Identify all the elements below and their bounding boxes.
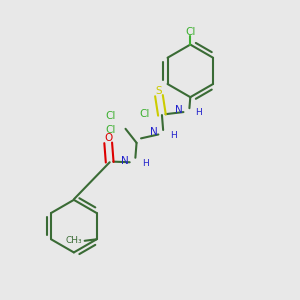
Text: O: O — [104, 133, 112, 143]
Text: H: H — [170, 131, 177, 140]
Text: Cl: Cl — [185, 27, 196, 37]
Text: Cl: Cl — [140, 110, 150, 119]
Text: N: N — [121, 156, 129, 166]
Text: H: H — [195, 109, 202, 118]
Text: CH₃: CH₃ — [65, 236, 82, 245]
Text: Cl: Cl — [105, 125, 116, 135]
Text: Cl: Cl — [105, 111, 116, 121]
Text: H: H — [142, 159, 148, 168]
Text: S: S — [156, 86, 162, 96]
Text: N: N — [175, 105, 183, 115]
Text: N: N — [150, 128, 158, 137]
